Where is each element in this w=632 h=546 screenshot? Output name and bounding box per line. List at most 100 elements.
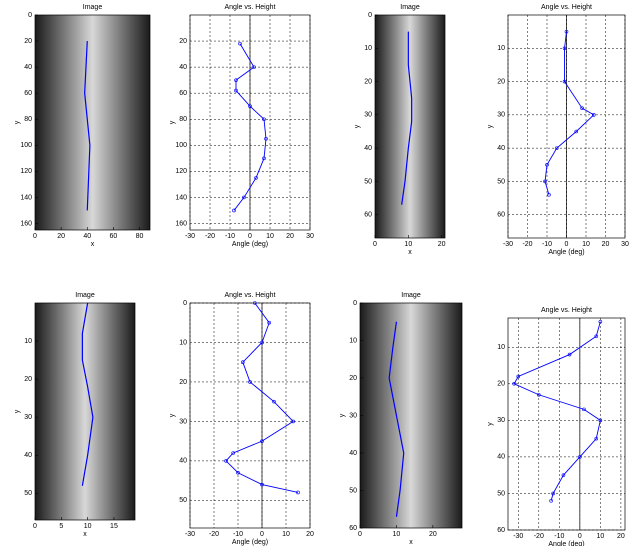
- x-tick-label: 10: [282, 531, 290, 538]
- y-axis-label: y: [487, 124, 494, 128]
- y-tick-label: 20: [497, 381, 505, 388]
- x-axis-label: Angle (deg): [232, 539, 268, 546]
- y-tick-label: 60: [497, 212, 505, 219]
- angle-point: [564, 29, 569, 34]
- angle-point: [241, 360, 245, 365]
- x-tick-label: 10: [596, 533, 604, 540]
- angle-curve: [233, 43, 267, 211]
- panel-title: Angle vs. Height: [225, 292, 276, 299]
- angle-point: [248, 104, 252, 109]
- x-tick-label: -10: [225, 233, 235, 240]
- xray-image: [375, 15, 445, 238]
- x-tick-label: 20: [602, 241, 610, 248]
- x-tick-label: 80: [136, 233, 144, 240]
- spine-line: [84, 41, 91, 211]
- angle-point: [232, 208, 236, 213]
- xray-image: [35, 15, 150, 230]
- x-tick-label: 0: [373, 241, 377, 248]
- x-tick-label: 0: [33, 523, 37, 530]
- x-tick-label: 20: [438, 241, 446, 248]
- y-tick-label: 40: [349, 450, 357, 457]
- angle-point: [554, 146, 559, 150]
- angle-point: [543, 179, 547, 184]
- angle-point: [594, 334, 599, 339]
- y-tick-label: 40: [24, 64, 32, 71]
- angle-point: [516, 374, 521, 379]
- y-tick-label: 0: [28, 12, 32, 19]
- angle-point: [234, 88, 238, 93]
- y-tick-label: 0: [183, 300, 187, 307]
- y-tick-label: 20: [497, 78, 505, 85]
- angle-point: [260, 482, 264, 487]
- x-tick-label: 20: [617, 533, 625, 540]
- y-axis-label: y: [169, 120, 176, 124]
- x-axis-label: Angle (deg): [548, 541, 584, 546]
- x-axis-label: Angle (deg): [548, 249, 584, 256]
- y-tick-label: 40: [364, 145, 372, 152]
- x-axis-label: Angle (deg): [232, 241, 268, 248]
- angle-point: [236, 470, 240, 475]
- angle-point: [536, 392, 541, 397]
- angle-point: [272, 399, 276, 404]
- angle-point: [260, 340, 264, 345]
- plot-area: [508, 318, 625, 530]
- y-axis-label: y: [487, 422, 494, 426]
- x-tick-label: 10: [266, 233, 274, 240]
- x-tick-label: -20: [205, 233, 215, 240]
- y-tick-label: 10: [497, 45, 505, 52]
- axes-frame: [189, 302, 311, 529]
- angle-point: [267, 320, 272, 325]
- spine-line: [81, 302, 94, 486]
- y-tick-label: 10: [179, 339, 187, 346]
- y-tick-label: 50: [364, 178, 372, 185]
- angle-point: [262, 117, 266, 122]
- x-tick-label: 20: [57, 233, 65, 240]
- y-tick-label: 60: [364, 212, 372, 219]
- xray-image: [360, 303, 462, 528]
- panel-title: Angle vs. Height: [541, 307, 592, 314]
- xray-image: [35, 303, 135, 520]
- x-tick-label: 10: [393, 531, 401, 538]
- x-axis-label: x: [409, 539, 413, 546]
- angle-point: [252, 65, 256, 69]
- angle-point: [547, 192, 551, 197]
- y-tick-label: 160: [20, 220, 32, 227]
- angle-point: [598, 418, 603, 423]
- y-tick-label: 10: [497, 344, 505, 351]
- y-tick-label: 20: [179, 379, 187, 386]
- y-tick-label: 80: [24, 116, 32, 123]
- y-tick-label: 50: [349, 487, 357, 494]
- x-tick-label: -10: [233, 531, 243, 538]
- angle-curve: [225, 302, 299, 493]
- y-axis-label: y: [14, 409, 21, 413]
- x-tick-label: 0: [248, 233, 252, 240]
- axes-frame: [507, 317, 626, 531]
- y-tick-label: 100: [175, 142, 187, 149]
- x-tick-label: -30: [185, 531, 195, 538]
- y-tick-label: 120: [20, 168, 32, 175]
- y-tick-label: 40: [497, 145, 505, 152]
- angle-point: [296, 490, 300, 495]
- y-tick-label: 30: [497, 417, 505, 424]
- x-tick-label: -10: [554, 533, 564, 540]
- y-tick-label: 60: [24, 90, 32, 97]
- panel-title: Image: [400, 4, 420, 11]
- angle-point: [231, 451, 235, 455]
- y-tick-label: 50: [24, 490, 32, 497]
- y-tick-label: 120: [175, 168, 187, 175]
- x-tick-label: 10: [404, 241, 412, 248]
- spine-line: [401, 31, 413, 205]
- y-tick-label: 40: [497, 454, 505, 461]
- x-tick-label: 10: [84, 523, 92, 530]
- x-tick-label: -20: [522, 241, 532, 248]
- y-tick-label: 30: [24, 414, 32, 421]
- y-tick-label: 50: [179, 497, 187, 504]
- angle-curve: [513, 321, 601, 501]
- angle-point: [562, 79, 567, 84]
- panel-title: Angle vs. Height: [225, 4, 276, 11]
- y-tick-label: 30: [349, 412, 357, 419]
- y-tick-label: 50: [497, 178, 505, 185]
- panel-title: Image: [75, 292, 95, 299]
- angle-point: [262, 156, 266, 161]
